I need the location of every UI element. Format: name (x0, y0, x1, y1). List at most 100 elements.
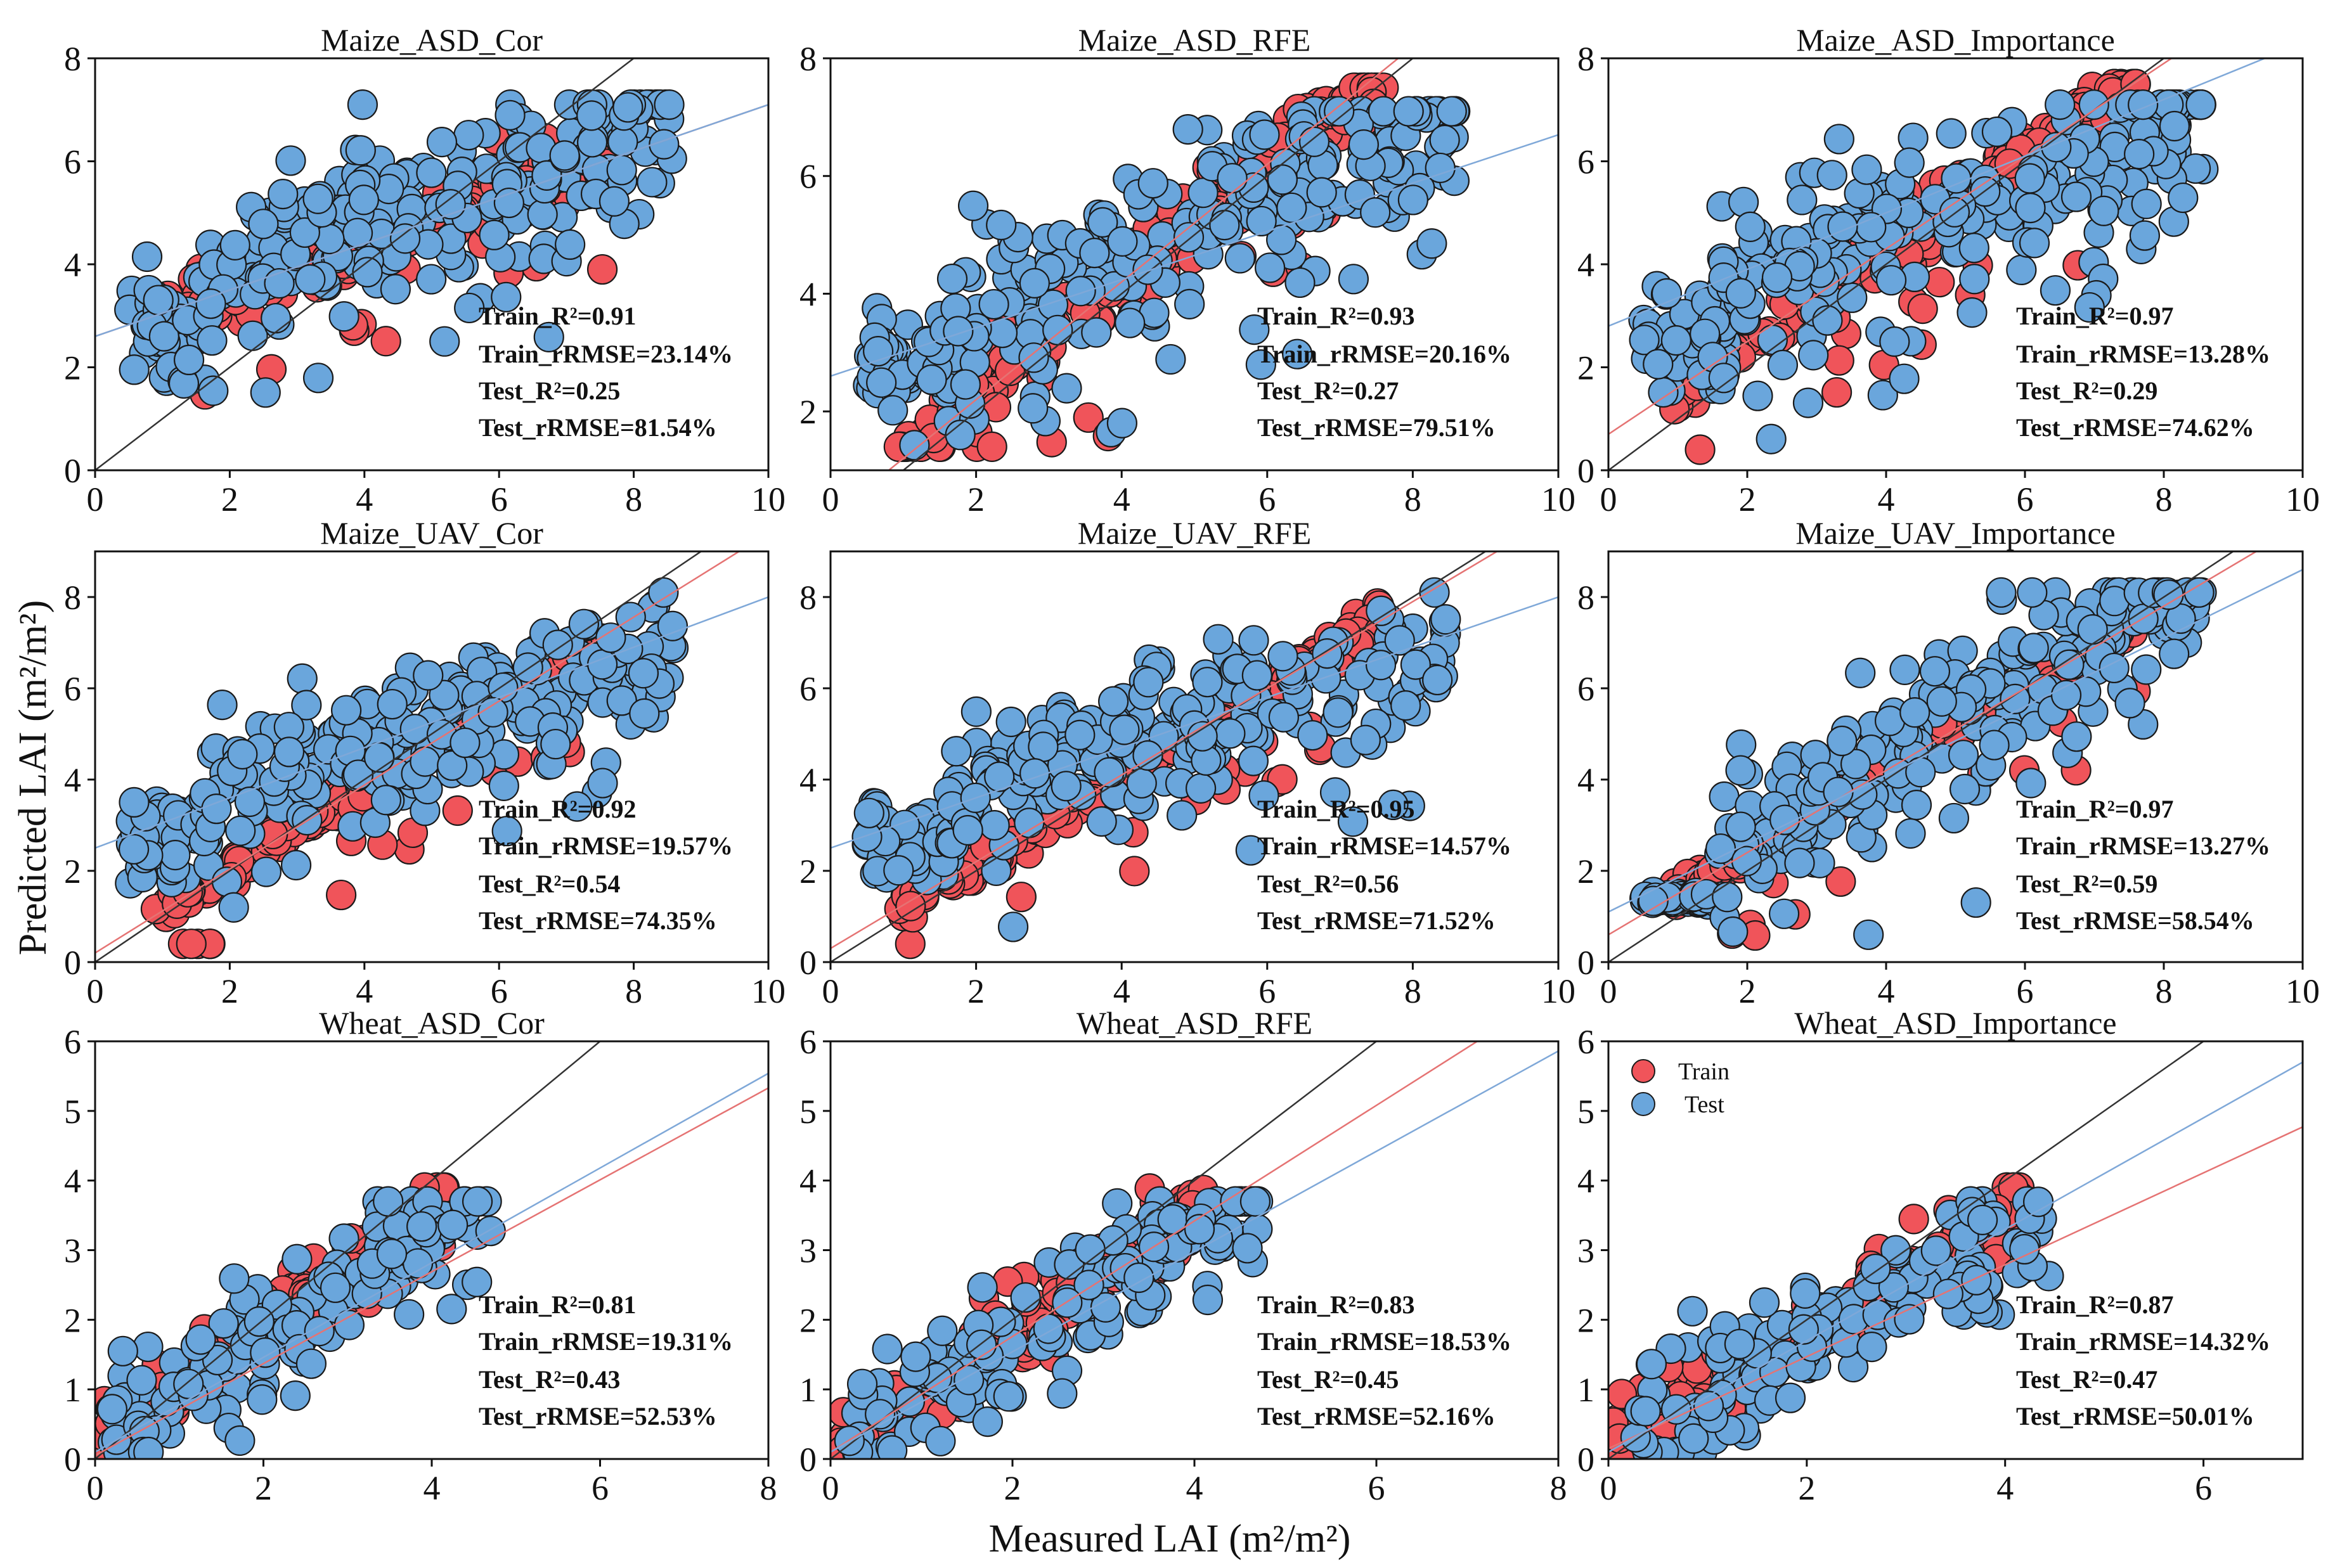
stat-train-rrmse: Train_rRMSE=13.27% (2016, 832, 2270, 860)
test-point (1724, 1328, 1755, 1359)
test-fit-line (95, 596, 768, 849)
test-fit-line (1608, 569, 2303, 913)
test-point (1851, 154, 1882, 185)
test-point (972, 1406, 1003, 1437)
stat-train-rrmse: Train_rRMSE=23.14% (479, 340, 733, 368)
test-point (967, 1272, 998, 1303)
test-point (302, 363, 334, 394)
test-point (287, 663, 318, 694)
x-tick-label: 6 (2195, 1469, 2212, 1507)
test-point (462, 1186, 493, 1217)
test-point (1879, 326, 1910, 357)
x-tick-label: 8 (1404, 480, 1421, 518)
x-tick-label: 4 (1186, 1469, 1203, 1507)
test-point (954, 1365, 985, 1396)
test-point (1306, 177, 1337, 208)
train-point (1823, 345, 1854, 376)
test-point (1784, 847, 1815, 878)
one-to-one-line (902, 58, 1414, 470)
test-point (1749, 1287, 1780, 1318)
stat-train-rrmse: Train_rRMSE=14.32% (2016, 1327, 2270, 1356)
y-tick-label: 1 (799, 1371, 817, 1409)
x-tick-label: 4 (356, 972, 373, 1010)
test-point (1033, 1313, 1064, 1344)
scatter-points (851, 577, 1461, 960)
test-point (979, 810, 1010, 841)
test-point (1939, 196, 1970, 228)
test-point (173, 344, 205, 376)
y-tick-label: 2 (64, 852, 81, 890)
y-tick-label: 6 (64, 1023, 81, 1061)
train-fit-line (887, 58, 1400, 470)
test-point (133, 1331, 164, 1363)
test-point (225, 815, 256, 846)
stat-test-rrmse: Test_rRMSE=74.62% (2016, 413, 2254, 442)
test-point (247, 1384, 278, 1415)
test-point (1920, 1235, 1951, 1266)
legend-train-label: Train (1678, 1058, 1730, 1085)
test-point (984, 761, 1015, 792)
test-point (1245, 349, 1276, 380)
test-point (1086, 806, 1117, 837)
test-point (2014, 163, 2045, 194)
chart-panel: Wheat_ASD_Cor 0 2 4 6 8 0 1 2 3 4 5 6 Train_R²=0.81 Tr… (64, 1005, 777, 1507)
panel-title: Wheat_ASD_Importance (1794, 1005, 2116, 1041)
scatter-points (95, 1172, 506, 1459)
test-point (1717, 916, 1749, 948)
test-point (1390, 690, 1421, 721)
panel-title: Wheat_ASD_Cor (319, 1005, 545, 1041)
panel-title: Maize_ASD_Importance (1796, 22, 2115, 58)
test-point (1678, 1423, 1709, 1454)
plot-frame (94, 550, 770, 963)
stat-train-r2: Train_R²=0.83 (1257, 1290, 1415, 1319)
test-point (488, 770, 519, 801)
fit-lines (95, 1041, 768, 1459)
train-fit-line (95, 1087, 768, 1456)
stat-test-r2: Test_R²=0.27 (1257, 376, 1399, 405)
test-point (1422, 664, 1453, 696)
test-point (877, 1435, 908, 1459)
test-point (234, 786, 266, 818)
stat-train-r2: Train_R²=0.97 (2016, 302, 2174, 330)
test-point (394, 1299, 425, 1330)
test-point (549, 140, 580, 171)
x-tick-label: 10 (751, 972, 786, 1010)
scatter-points (831, 1173, 1274, 1459)
test-point (410, 746, 441, 777)
stat-test-rrmse: Test_rRMSE=58.54% (2016, 906, 2254, 935)
test-point (2131, 654, 2162, 685)
test-point (1238, 745, 1269, 776)
test-point (981, 855, 1012, 886)
test-point (993, 1381, 1024, 1412)
test-point (1042, 314, 1073, 345)
y-axis-label: Predicted LAI (m²/m²) (11, 600, 55, 956)
test-point (853, 797, 884, 828)
test-point (1239, 314, 1270, 345)
y-tick-label: 4 (64, 1162, 81, 1200)
test-fit-line (831, 1050, 1558, 1453)
plot-frame (829, 550, 1560, 963)
test-point (2009, 1233, 2040, 1265)
test-point (1769, 804, 1801, 835)
test-point (2129, 220, 2161, 251)
test-point (1298, 126, 1330, 157)
legend: Train Test (1631, 1058, 1730, 1118)
test-point (2168, 182, 2199, 214)
test-point (363, 742, 395, 773)
test-point (1400, 649, 1432, 680)
test-point (1255, 252, 1286, 283)
stat-train-rrmse: Train_rRMSE=19.31% (479, 1327, 733, 1356)
test-point (997, 911, 1029, 942)
test-point (348, 184, 379, 215)
one-to-one-line (95, 551, 703, 962)
test-point (491, 816, 522, 847)
test-fit-line (831, 134, 1558, 377)
y-tick-label: 2 (1577, 1301, 1594, 1339)
test-point (657, 610, 689, 641)
panel-title: Wheat_ASD_RFE (1077, 1005, 1312, 1041)
test-point (1051, 373, 1082, 404)
stat-test-rrmse: Test_rRMSE=81.54% (479, 413, 717, 442)
test-point (587, 649, 618, 680)
y-tick-label: 8 (64, 40, 81, 78)
test-fit-line (831, 596, 1558, 849)
